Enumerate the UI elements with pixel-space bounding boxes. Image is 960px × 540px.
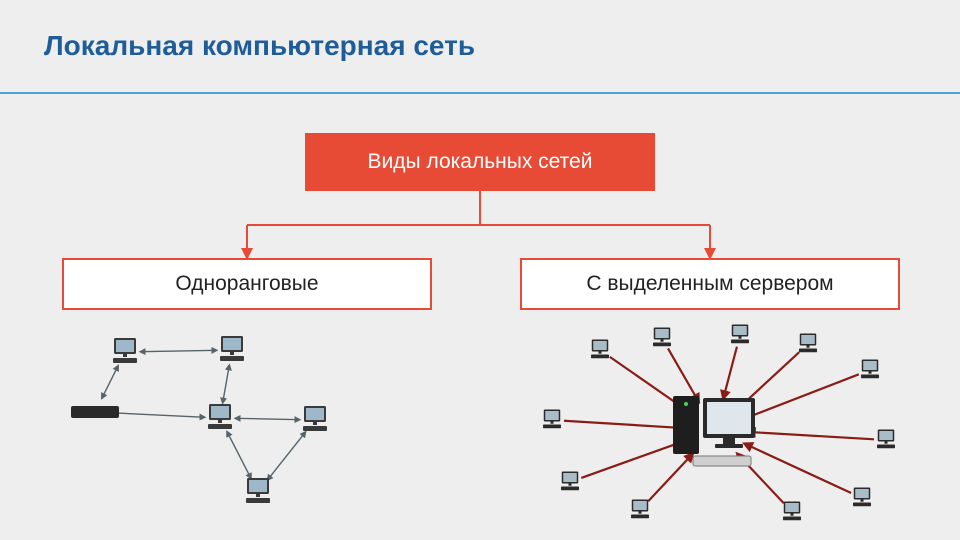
slide: Локальная компьютерная сеть Виды локальн… bbox=[0, 0, 960, 540]
right-box-server: С выделенным сервером bbox=[520, 258, 900, 310]
right-box-label: С выделенным сервером bbox=[586, 272, 833, 296]
left-box-label: Одноранговые bbox=[175, 272, 318, 296]
root-box: Виды локальных сетей bbox=[305, 133, 655, 191]
root-box-label: Виды локальных сетей bbox=[368, 150, 593, 174]
left-box-peer: Одноранговые bbox=[62, 258, 432, 310]
page-title: Локальная компьютерная сеть bbox=[44, 30, 475, 62]
divider bbox=[0, 92, 960, 94]
